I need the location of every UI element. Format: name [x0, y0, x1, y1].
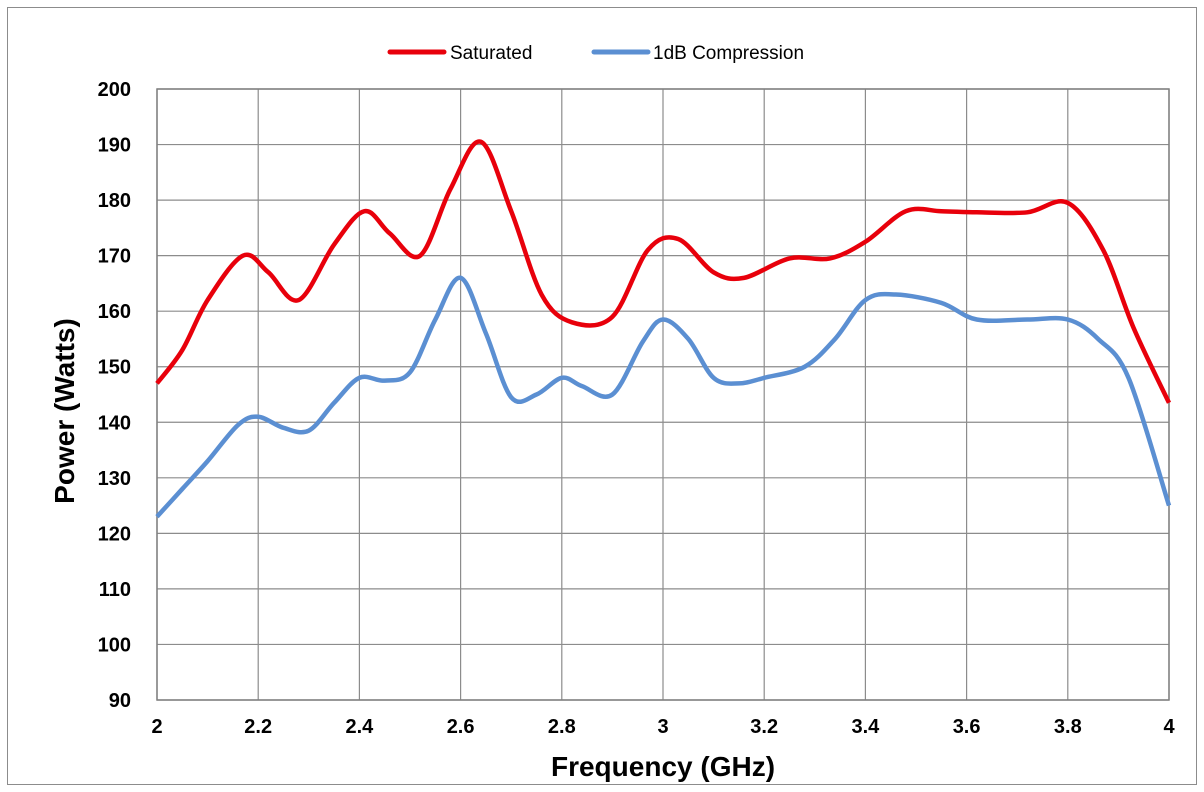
legend-label-1db-compression: 1dB Compression — [653, 43, 804, 64]
x-tick-label: 2.2 — [244, 716, 272, 738]
y-tick-label: 190 — [98, 135, 131, 157]
y-tick-label: 170 — [98, 246, 131, 268]
x-tick-label: 3.4 — [851, 716, 880, 738]
y-tick-label: 110 — [99, 579, 131, 601]
x-tick-label: 2.8 — [548, 716, 576, 738]
y-axis-title: Power (Watts) — [49, 318, 80, 504]
x-axis-title: Frequency (GHz) — [551, 751, 775, 782]
legend: Saturated 1dB Compression — [387, 43, 804, 64]
series-line-saturated — [155, 139, 1172, 404]
x-tick-label: 2 — [151, 716, 162, 738]
y-tick-label: 90 — [109, 690, 131, 712]
y-tick-label: 150 — [98, 357, 131, 379]
series-layer — [155, 139, 1172, 519]
grid — [156, 88, 1170, 701]
y-tick-label: 100 — [98, 634, 131, 656]
y-tick-labels: 90 100 110 120 130 140 150 160 170 180 190 200 — [98, 79, 131, 712]
y-tick-label: 160 — [98, 301, 131, 323]
y-tick-label: 200 — [98, 79, 131, 101]
x-tick-label: 2.4 — [345, 716, 374, 738]
x-tick-label: 2.6 — [447, 716, 475, 738]
y-tick-label: 180 — [98, 190, 131, 212]
y-tick-label: 120 — [98, 523, 131, 545]
x-tick-label: 3.8 — [1054, 716, 1082, 738]
legend-label-saturated: Saturated — [450, 43, 532, 64]
y-tick-label: 130 — [98, 468, 131, 490]
y-tick-label: 140 — [98, 412, 131, 434]
x-tick-labels: 2 2.2 2.4 2.6 2.8 3 3.2 3.4 3.6 3.8 4 — [151, 716, 1175, 738]
x-tick-label: 3 — [657, 716, 668, 738]
x-tick-label: 4 — [1163, 716, 1175, 738]
x-tick-label: 3.6 — [953, 716, 981, 738]
plot-area — [156, 88, 1170, 701]
series-line-1db-compression — [155, 275, 1172, 519]
x-tick-label: 3.2 — [750, 716, 778, 738]
